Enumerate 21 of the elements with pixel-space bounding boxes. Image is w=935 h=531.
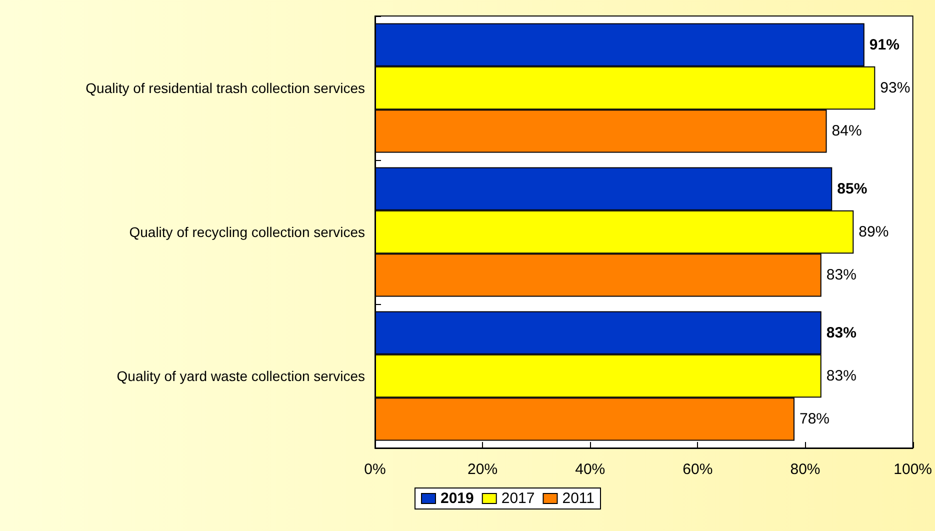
legend-label: 2019 (440, 490, 474, 507)
x-tick-label: 100% (894, 461, 932, 478)
data-label: 83% (826, 266, 856, 284)
data-label: 83% (826, 368, 856, 384)
data-label: 78% (800, 410, 830, 428)
x-tick-label: 20% (468, 461, 498, 478)
y-tick-label: Quality of yard waste collection services (116, 368, 365, 384)
x-tick-label: 40% (575, 461, 606, 478)
data-label: 85% (837, 180, 868, 198)
data-label: 84% (832, 122, 862, 140)
data-label: 83% (826, 324, 856, 342)
data-label: 89% (858, 224, 889, 240)
data-label: 91% (869, 36, 900, 54)
legend-label: 2017 (501, 490, 535, 507)
y-tick-label: Quality of recycling collection services (129, 224, 365, 240)
x-tick-label: 60% (682, 461, 713, 478)
x-tick-label: 0% (364, 461, 386, 478)
legend-label: 2011 (562, 490, 595, 507)
y-tick-label: Quality of residential trash collection services (86, 80, 365, 96)
data-label: 93% (880, 80, 910, 96)
x-tick-label: 80% (790, 461, 820, 478)
